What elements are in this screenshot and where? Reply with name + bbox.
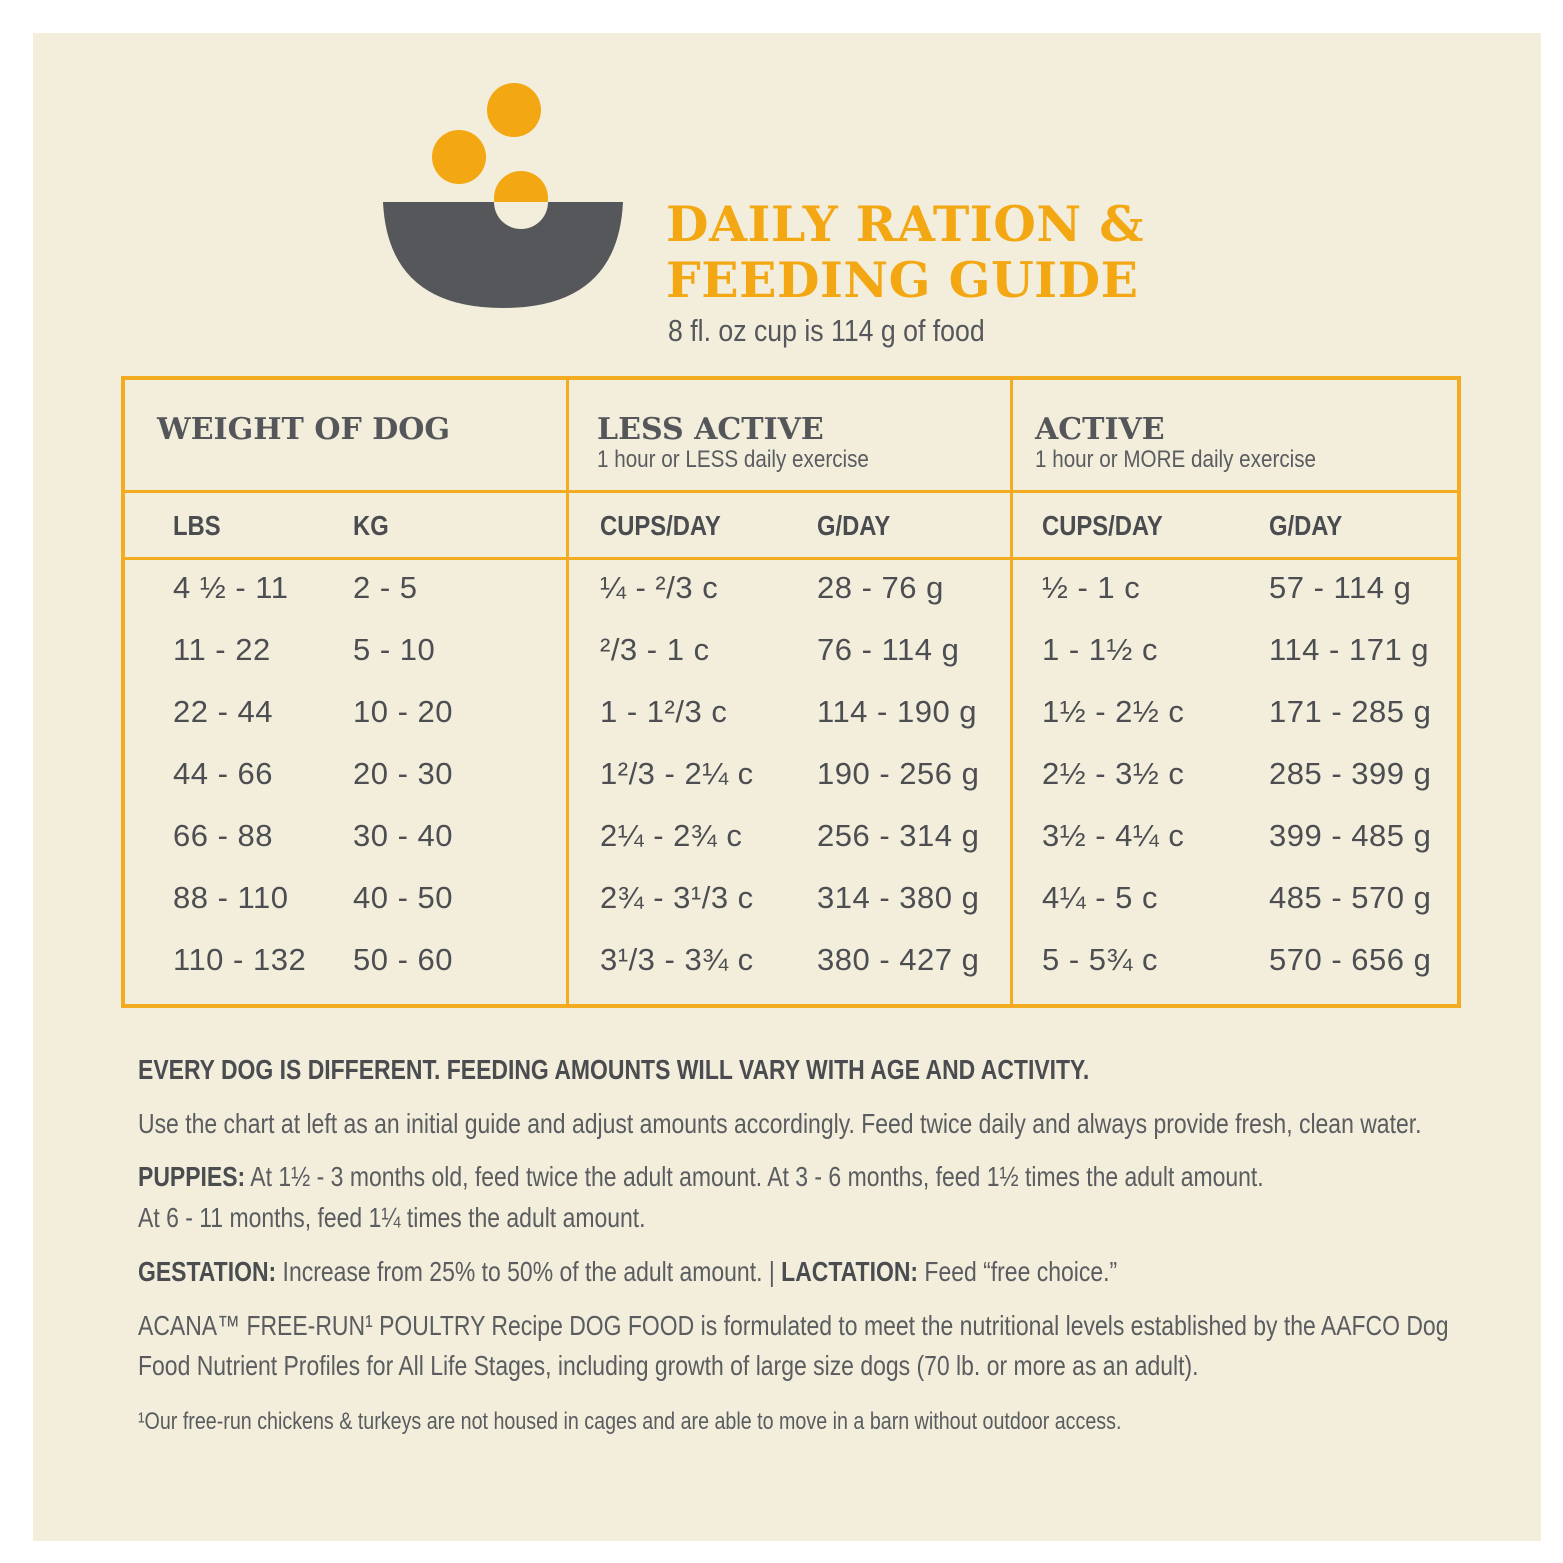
cell-grams-less: 76 - 114 g [817, 632, 960, 667]
cell-grams-less: 114 - 190 g [817, 694, 978, 729]
column-header-grams-active: G/DAY [1269, 510, 1343, 541]
cell-grams-active: 114 - 171 g [1269, 632, 1430, 667]
feeding-guide-panel [33, 33, 1541, 1541]
cell-grams-active: 285 - 399 g [1269, 756, 1432, 791]
notes-gestation: GESTATION: Increase from 25% to 50% of t… [138, 1256, 1117, 1288]
cell-grams-less: 256 - 314 g [817, 818, 980, 853]
cell-kg: 5 - 10 [353, 632, 436, 667]
column-header-lbs: LBS [173, 510, 221, 541]
group-subtitle-active: 1 hour or MORE daily exercise [1035, 446, 1317, 473]
cell-cups-less: ²/3 - 1 c [600, 632, 710, 667]
column-header-kg: KG [353, 510, 389, 541]
bowl-icon [383, 202, 623, 308]
lactation-label: LACTATION: [781, 1256, 919, 1287]
page-title: DAILY RATION & FEEDING GUIDE [666, 195, 1145, 309]
cell-cups-active: 2½ - 3½ c [1042, 756, 1185, 791]
cell-lbs: 22 - 44 [173, 694, 274, 729]
notes-heading: EVERY DOG IS DIFFERENT. FEEDING AMOUNTS … [138, 1054, 1090, 1085]
cell-cups-active: 1 - 1½ c [1042, 632, 1158, 667]
divider [1010, 380, 1013, 1004]
column-header-cups-less: CUPS/DAY [600, 510, 721, 541]
cell-kg: 2 - 5 [353, 570, 418, 605]
cell-lbs: 110 - 132 [173, 942, 307, 977]
cell-grams-less: 314 - 380 g [817, 880, 980, 915]
cell-grams-active: 171 - 285 g [1269, 694, 1432, 729]
cell-kg: 50 - 60 [353, 942, 454, 977]
cell-lbs: 44 - 66 [173, 756, 274, 791]
notes-aafco-line1: ACANA™ FREE-RUN¹ POULTRY Recipe DOG FOOD… [138, 1310, 1449, 1341]
kibble-left-icon [432, 130, 486, 184]
cell-lbs: 4 ½ - 11 [173, 570, 289, 605]
food-bowl-icon [383, 83, 623, 308]
cell-cups-active: 4¼ - 5 c [1042, 880, 1158, 915]
cell-grams-less: 380 - 427 g [817, 942, 980, 977]
column-header-cups-active: CUPS/DAY [1042, 510, 1163, 541]
cell-grams-active: 570 - 656 g [1269, 942, 1432, 977]
notes-footnote: ¹Our free-run chickens & turkeys are not… [138, 1408, 1122, 1435]
gestation-text: Increase from 25% to 50% of the adult am… [276, 1256, 782, 1287]
cell-lbs: 88 - 110 [173, 880, 289, 915]
cell-lbs: 66 - 88 [173, 818, 274, 853]
puppies-label: PUPPIES: [138, 1161, 246, 1192]
cell-cups-active: 1½ - 2½ c [1042, 694, 1185, 729]
column-header-grams-less: G/DAY [817, 510, 891, 541]
cell-grams-less: 190 - 256 g [817, 756, 980, 791]
cell-grams-active: 399 - 485 g [1269, 818, 1432, 853]
cell-cups-active: ½ - 1 c [1042, 570, 1141, 605]
cup-size-subtitle: 8 fl. oz cup is 114 g of food [668, 313, 985, 348]
notes-puppies-cont: At 6 - 11 months, feed 1¼ times the adul… [138, 1202, 646, 1233]
cell-cups-active: 5 - 5¾ c [1042, 942, 1158, 977]
cell-kg: 30 - 40 [353, 818, 454, 853]
cell-grams-active: 57 - 114 g [1269, 570, 1412, 605]
group-subtitle-less-active: 1 hour or LESS daily exercise [597, 446, 869, 473]
puppies-text: At 1½ - 3 months old, feed twice the adu… [245, 1161, 1264, 1192]
kibble-top-icon [487, 83, 541, 137]
cell-kg: 20 - 30 [353, 756, 454, 791]
divider [125, 557, 1457, 560]
cell-cups-less: 1 - 1²/3 c [600, 694, 728, 729]
feeding-table: WEIGHT OF DOG LESS ACTIVE 1 hour or LESS… [121, 376, 1461, 1008]
divider [125, 490, 1457, 493]
group-title-weight: WEIGHT OF DOG [157, 412, 450, 447]
lactation-text: Feed “free choice.” [918, 1256, 1118, 1287]
cell-kg: 40 - 50 [353, 880, 454, 915]
cell-kg: 10 - 20 [353, 694, 454, 729]
gestation-label: GESTATION: [138, 1256, 277, 1287]
notes-puppies: PUPPIES: At 1½ - 3 months old, feed twic… [138, 1161, 1264, 1193]
cell-grams-less: 28 - 76 g [817, 570, 944, 605]
cell-cups-less: ¼ - ²/3 c [600, 570, 719, 605]
notes-intro: Use the chart at left as an initial guid… [138, 1108, 1422, 1139]
divider [566, 380, 569, 1004]
cell-cups-active: 3½ - 4¼ c [1042, 818, 1185, 853]
group-title-less-active: LESS ACTIVE [597, 412, 824, 447]
notes-aafco-line2: Food Nutrient Profiles for All Life Stag… [138, 1350, 1199, 1381]
cell-cups-less: 3¹/3 - 3¾ c [600, 942, 754, 977]
cell-cups-less: 2¾ - 3¹/3 c [600, 880, 754, 915]
cell-lbs: 11 - 22 [173, 632, 271, 667]
cell-grams-active: 485 - 570 g [1269, 880, 1432, 915]
cell-cups-less: 2¼ - 2¾ c [600, 818, 743, 853]
cell-cups-less: 1²/3 - 2¼ c [600, 756, 754, 791]
group-title-active: ACTIVE [1035, 412, 1165, 447]
